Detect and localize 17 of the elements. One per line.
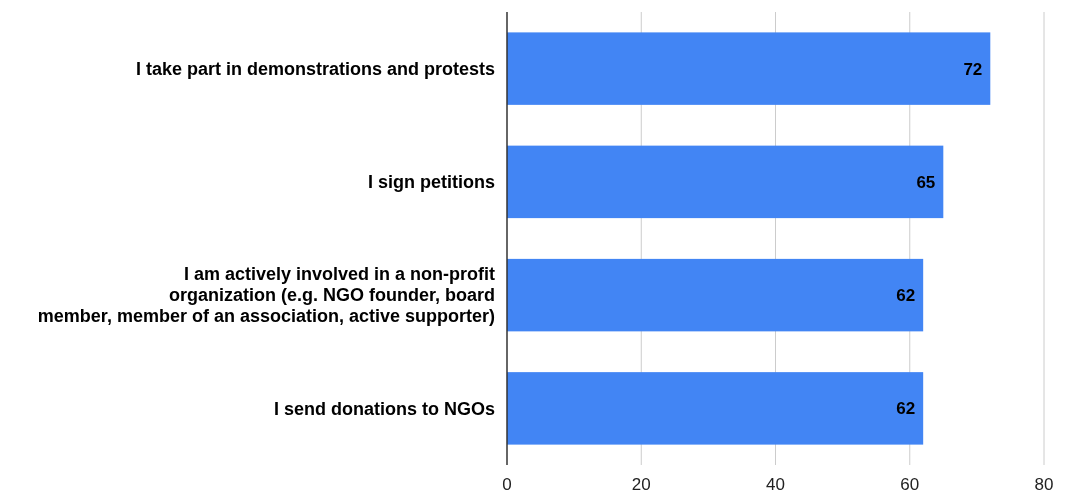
data-label: 65 xyxy=(916,172,936,192)
y-tick-label: I take part in demonstrations and protests xyxy=(135,58,495,79)
bar xyxy=(507,258,924,332)
x-tick-label: 40 xyxy=(766,475,785,494)
x-tick-label: 0 xyxy=(502,475,512,494)
data-label: 62 xyxy=(896,399,916,419)
bar xyxy=(507,372,924,445)
bar xyxy=(507,32,991,105)
x-tick-label: 80 xyxy=(1034,475,1054,494)
data-label: 62 xyxy=(896,286,916,306)
y-tick-label: I send donations to NGOs xyxy=(273,398,495,419)
y-tick-label: I am actively involved in a non-profit organization (e.g. NGO founder, board member, member of an association, active supporter) xyxy=(37,264,496,327)
y-tick-label: I sign petitions xyxy=(367,172,495,193)
data-label: 72 xyxy=(963,59,983,79)
bar xyxy=(507,145,944,219)
x-tick-label: 20 xyxy=(631,475,651,494)
x-tick-label: 60 xyxy=(900,475,920,494)
